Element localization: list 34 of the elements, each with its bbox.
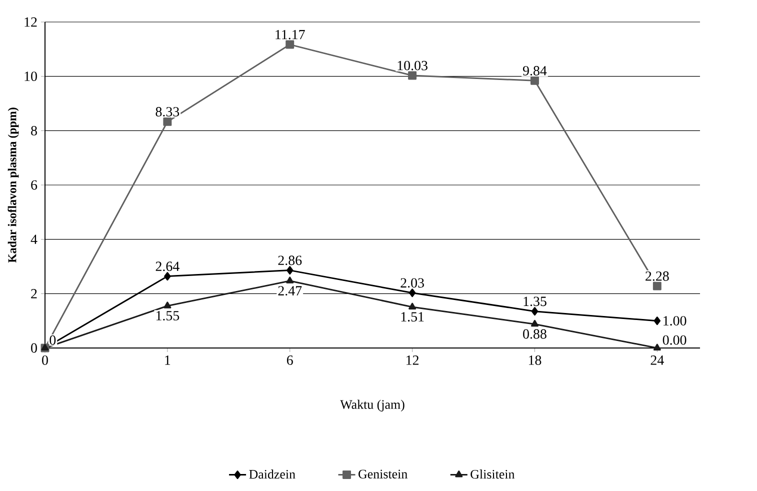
x-axis-title: Waktu (jam) [340,400,404,412]
data-label: 0 [50,335,56,345]
data-label: 9.84 [522,66,547,76]
data-label: 11.17 [276,30,305,40]
data-label: 0.88 [523,329,546,339]
legend-label: Daidzein [249,470,296,479]
data-label: 2.64 [156,262,180,272]
legend-label: Genistein [358,470,408,478]
data-label: 1.35 [524,296,546,306]
x-tick-label: 12 [406,356,419,365]
data-label: 10.03 [398,60,428,70]
legend-label: Glisitein [470,470,515,479]
data-label: 2.28 [646,271,669,281]
y-tick-label: 6 [31,180,38,190]
data-label: 2.03 [400,278,424,288]
x-tick-label: 18 [528,356,542,365]
x-tick-label: 6 [286,356,293,365]
y-tick-label: 0 [31,343,37,353]
data-label: 1.51 [401,312,424,322]
x-tick-label: 24 [650,356,664,365]
data-label: 2.86 [278,256,302,266]
data-label: 8.33 [156,107,180,117]
data-label: 1.55 [156,311,180,320]
y-tick-label: 8 [31,126,37,136]
y-tick-label: 10 [24,72,37,82]
data-label: 2.47 [278,286,302,296]
x-tick-label: 0 [42,356,48,365]
y-tick-label: 4 [30,234,38,244]
y-tick-label: 12 [24,17,37,27]
data-label: 0.00 [662,335,686,345]
y-axis-title: Kadar isoflavon plasma (ppm) [8,108,19,263]
x-tick-label: 1 [165,355,170,365]
data-label: 1.00 [664,316,686,326]
y-tick-label: 2 [31,289,37,298]
